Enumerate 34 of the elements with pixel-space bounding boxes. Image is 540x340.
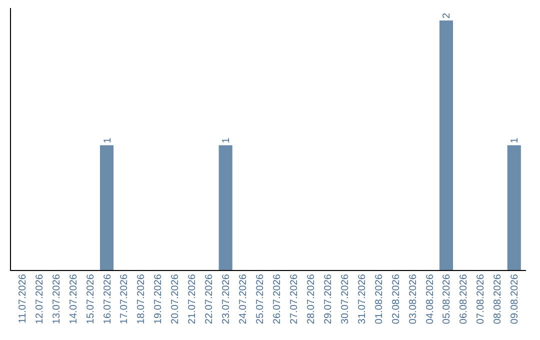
x-tick-label: 28.07.2026 [306, 274, 317, 324]
data-label: 1 [510, 137, 521, 144]
x-tick-label: 06.08.2026 [458, 274, 470, 324]
x-tick-label: 24.07.2026 [238, 274, 250, 324]
data-label: 2 [442, 12, 453, 18]
x-tick-label: 09.08.2026 [510, 274, 521, 324]
x-tick-label: 29.07.2026 [322, 274, 334, 324]
x-tick-label: 22.07.2026 [204, 274, 216, 324]
x-tick-label: 15.07.2026 [85, 274, 96, 324]
data-label: 1 [102, 137, 114, 144]
data-label: 1 [221, 137, 232, 144]
x-tick-label: 26.07.2026 [272, 274, 283, 324]
x-tick-label: 16.07.2026 [102, 274, 114, 324]
x-tick-label: 19.07.2026 [153, 274, 164, 324]
x-tick-label: 08.08.2026 [492, 274, 504, 324]
x-tick-label: 03.08.2026 [408, 274, 419, 324]
x-tick-label: 23.07.2026 [221, 274, 232, 324]
x-tick-label: 07.08.2026 [476, 274, 487, 324]
x-tick-label: 27.07.2026 [288, 274, 300, 324]
x-tick-label: 17.07.2026 [119, 274, 130, 324]
x-tick-label: 02.08.2026 [390, 274, 402, 324]
x-tick-label: 04.08.2026 [424, 274, 436, 324]
x-tick-label: 18.07.2026 [136, 274, 148, 324]
x-tick-label: 25.07.2026 [255, 274, 266, 324]
x-tick-label: 13.07.2026 [51, 274, 62, 324]
x-tick-label: 11.07.2026 [17, 274, 28, 324]
x-tick-label: 14.07.2026 [68, 274, 80, 324]
x-tick-label: 31.07.2026 [356, 274, 368, 324]
x-tick-label: 01.08.2026 [374, 274, 385, 324]
x-tick-label: 21.07.2026 [187, 274, 198, 324]
x-tick-label: 20.07.2026 [170, 274, 182, 324]
x-tick-label: 05.08.2026 [442, 274, 453, 324]
x-tick-label: 30.07.2026 [340, 274, 351, 324]
x-tick-label: 12.07.2026 [34, 274, 46, 324]
